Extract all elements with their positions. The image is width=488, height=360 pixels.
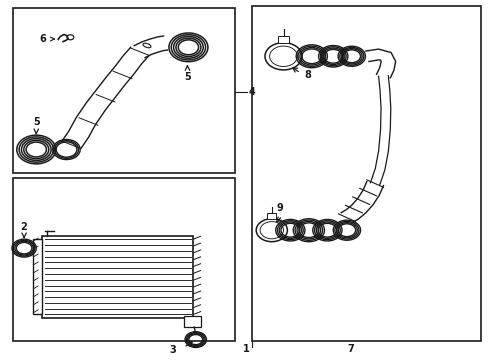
Text: 3: 3 <box>169 345 176 355</box>
Text: 7: 7 <box>346 343 353 354</box>
Text: 1: 1 <box>242 343 249 354</box>
Text: 8: 8 <box>304 70 310 80</box>
Bar <box>13 178 234 341</box>
Bar <box>42 235 193 318</box>
Bar <box>183 316 200 327</box>
Text: 5: 5 <box>183 72 190 82</box>
Bar <box>13 8 234 173</box>
Bar <box>251 6 480 341</box>
Text: 5: 5 <box>33 117 40 127</box>
Bar <box>277 36 288 42</box>
Text: 4: 4 <box>248 87 255 97</box>
Bar <box>266 213 276 219</box>
Text: 6: 6 <box>39 34 46 44</box>
Text: 2: 2 <box>20 222 27 231</box>
Bar <box>33 239 42 315</box>
Text: 9: 9 <box>276 203 283 213</box>
